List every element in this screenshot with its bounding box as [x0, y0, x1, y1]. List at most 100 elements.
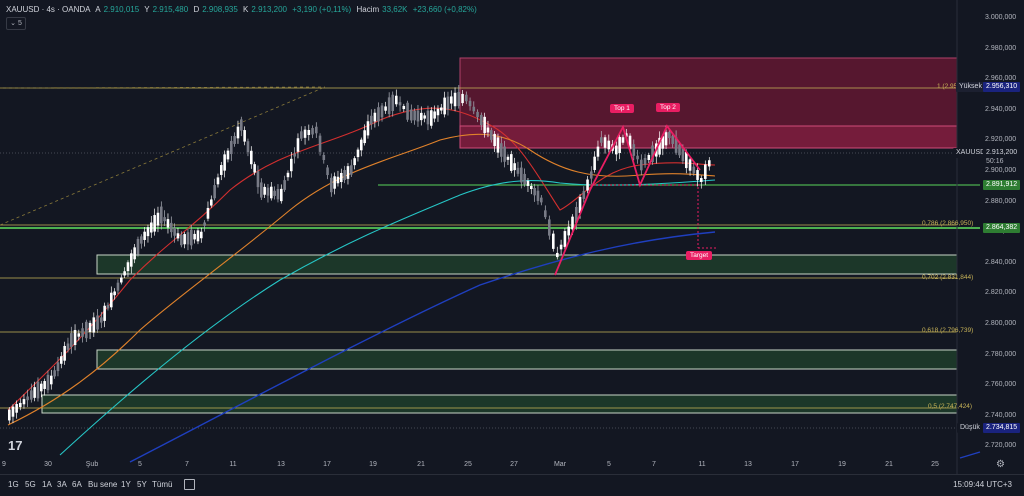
range-5y[interactable]: 5Y: [137, 480, 147, 489]
range-1g[interactable]: 1G: [8, 480, 19, 489]
candle-body: [490, 130, 493, 140]
time-tick-label: 11: [229, 461, 237, 468]
candle-body: [160, 206, 163, 224]
candle-body: [671, 136, 674, 144]
candle-body: [590, 171, 593, 179]
candle-body: [140, 236, 143, 244]
clock[interactable]: 15:09:44 UTC+3: [953, 480, 1012, 489]
candle-body: [130, 253, 133, 267]
candle-body: [433, 111, 436, 119]
candle-body: [692, 166, 696, 174]
candle-body: [582, 191, 586, 199]
range-5g[interactable]: 5G: [25, 480, 36, 489]
calendar-icon[interactable]: [184, 479, 195, 490]
candle-body: [293, 153, 296, 157]
candle-body: [530, 185, 533, 190]
candle-body: [296, 138, 300, 152]
range-3a[interactable]: 3A: [57, 480, 67, 489]
candle-body: [200, 231, 203, 239]
candle-body: [333, 176, 336, 189]
candle-body: [651, 145, 654, 162]
candle-body: [146, 227, 150, 237]
price-tick-label: 2.980,000: [985, 44, 1017, 52]
candle-body: [380, 105, 384, 118]
high-value: 2.915,480: [152, 5, 189, 14]
candle-body: [116, 282, 120, 291]
candle-body: [559, 244, 563, 250]
chart-header: XAUUSD · 4s · OANDA A 2.910,015 Y 2.915,48…: [6, 5, 480, 14]
bottom-toolbar: 1G 5G 1A 3A 6A Bu sene 1Y 5Y Tümü 15:09:…: [0, 474, 1024, 496]
high-tag-value: 2.956,310: [983, 82, 1021, 92]
range-1y[interactable]: 1Y: [121, 480, 131, 489]
candle-body: [506, 156, 510, 160]
symbol-label[interactable]: XAUUSD · 4s · OANDA: [6, 5, 91, 14]
candle-body: [186, 232, 190, 245]
candle-body: [350, 165, 353, 175]
candle-body: [373, 112, 377, 122]
candle-body: [63, 345, 66, 361]
candle-body: [210, 199, 213, 206]
candle-body: [50, 375, 53, 385]
ma-blue: [129, 231, 716, 463]
candle-body: [628, 135, 632, 150]
candle-body: [661, 136, 665, 149]
low-tag-value: 2.734,815: [983, 423, 1021, 433]
candlesticks: [8, 85, 711, 424]
candle-body: [563, 231, 567, 247]
candle-body: [668, 131, 671, 139]
price-tick-label: 2.960,000: [985, 75, 1017, 83]
candle-body: [353, 158, 356, 166]
price-tick-label: 2.720,000: [985, 442, 1017, 450]
candle-body: [503, 146, 506, 162]
candle-body: [22, 399, 26, 405]
demand-zone-3: [41, 394, 958, 414]
price-chart[interactable]: [0, 0, 1024, 474]
range-6a[interactable]: 6A: [72, 480, 82, 489]
candle-body: [696, 170, 699, 180]
candle-body: [457, 91, 461, 107]
candle-body: [330, 177, 333, 193]
collapse-indicators-button[interactable]: ⌄ 5: [6, 17, 26, 30]
time-tick-label: 7: [185, 461, 189, 468]
candle-body: [523, 173, 526, 185]
candle-body: [183, 234, 186, 245]
candle-body: [286, 172, 290, 178]
candle-body: [15, 403, 18, 413]
candle-body: [468, 100, 472, 107]
candle-body: [436, 108, 440, 116]
candle-body: [180, 234, 183, 246]
candle-body: [120, 277, 123, 283]
candle-body: [143, 231, 146, 240]
time-tick-label: 21: [417, 461, 425, 468]
level-b-tag: 2.864,382: [983, 223, 1021, 233]
candle-body: [526, 180, 530, 186]
candle-body: [270, 186, 273, 199]
top2-label: Top 2: [656, 103, 680, 112]
candle-body: [674, 137, 678, 153]
range-bu-sene[interactable]: Bu sene: [88, 480, 118, 489]
candle-body: [384, 106, 387, 111]
candle-body: [486, 127, 490, 133]
candle-body: [156, 212, 160, 226]
price-tick-label: 2.840,000: [985, 258, 1017, 266]
candle-body: [19, 402, 22, 408]
candle-body: [688, 159, 692, 171]
candle-body: [336, 176, 340, 184]
time-tick-label: 19: [838, 461, 846, 468]
settings-gear-icon[interactable]: ⚙: [996, 459, 1005, 470]
ma-red: [7, 107, 716, 411]
candle-body: [346, 166, 350, 179]
candle-body: [276, 189, 280, 200]
price-tick-label: 2.940,000: [985, 105, 1017, 113]
range-all[interactable]: Tümü: [152, 480, 173, 489]
high-key: Y: [144, 5, 150, 14]
candle-body: [246, 141, 250, 153]
candle-body: [196, 230, 200, 242]
candle-body: [567, 226, 570, 236]
range-1a[interactable]: 1A: [42, 480, 52, 489]
price-tick-label: 2.900,000: [985, 167, 1017, 174]
top1-label: Top 1: [610, 104, 634, 113]
candle-body: [226, 150, 230, 160]
open-value: 2.910,015: [103, 5, 140, 14]
candle-body: [600, 137, 603, 143]
